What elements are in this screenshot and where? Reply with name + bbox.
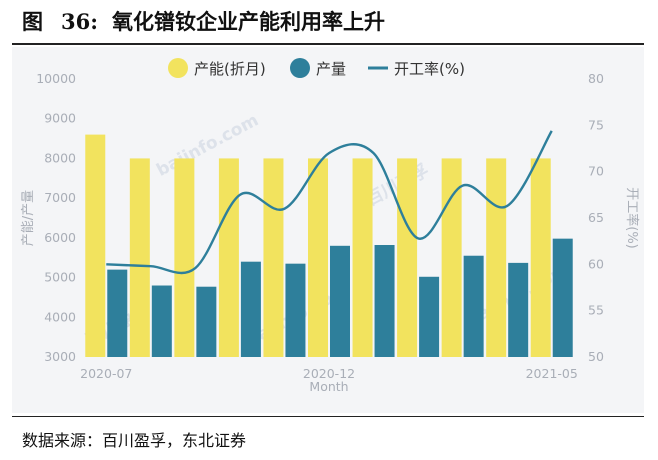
bar-capacity xyxy=(397,158,418,357)
bar-production xyxy=(508,262,529,357)
y-left-tick-label: 5000 xyxy=(44,270,76,285)
y-left-tick-label: 6000 xyxy=(44,230,76,245)
bar-capacity xyxy=(85,134,106,357)
y-left-tick-label: 8000 xyxy=(44,150,76,165)
bar-capacity xyxy=(308,158,328,357)
y-left-axis-title: 产能/产量 xyxy=(21,190,36,246)
bar-production xyxy=(552,238,573,357)
legend-swatch-capacity xyxy=(168,58,188,78)
y-right-tick-label: 70 xyxy=(588,164,604,179)
line-utilization xyxy=(106,130,553,275)
x-axis-title: Month xyxy=(309,379,348,394)
bar-capacity xyxy=(218,158,239,357)
y-right-tick-label: 55 xyxy=(588,303,604,318)
y-right-tick-label: 60 xyxy=(588,256,604,271)
figure-title-text: 氧化镨钕企业产能利用率上升 xyxy=(111,9,385,34)
y-left-tick-label: 10000 xyxy=(36,71,76,86)
title-rule xyxy=(12,43,644,45)
chart: baiinfo.com百川盈孚baiinfo.combaiinfo.com百川盈… xyxy=(12,47,644,413)
y-right-tick-label: 75 xyxy=(588,117,604,132)
bar-production xyxy=(240,261,261,357)
bar-capacity xyxy=(530,158,551,357)
bar-production xyxy=(196,286,217,357)
bar-capacity xyxy=(174,158,195,357)
bar-capacity xyxy=(486,158,507,357)
legend-label-utilization: 开工率(%) xyxy=(394,60,465,78)
legend-label-production: 产量 xyxy=(316,60,346,78)
y-left-tick-label: 7000 xyxy=(44,190,76,205)
bar-capacity xyxy=(441,158,462,357)
y-right-axis-title: 开工率(%) xyxy=(624,187,640,249)
y-left-tick-label: 4000 xyxy=(44,309,76,324)
figure-title: 图 36: 氧化镨钕企业产能利用率上升 xyxy=(22,6,385,36)
bar-production xyxy=(463,255,484,357)
source-rule xyxy=(12,416,644,417)
figure-label: 图 xyxy=(22,9,43,34)
y-left-tick-label: 3000 xyxy=(44,349,76,364)
bar-production xyxy=(285,263,306,357)
bar-production xyxy=(419,276,440,357)
bar-production xyxy=(374,245,395,357)
y-right-tick-label: 80 xyxy=(588,71,604,86)
y-right-tick-label: 50 xyxy=(588,349,604,364)
bar-capacity xyxy=(352,158,373,357)
figure-number: 36: xyxy=(61,9,98,34)
bar-production xyxy=(107,269,128,357)
legend-swatch-production xyxy=(290,58,310,78)
legend-label-capacity: 产能(折月) xyxy=(194,60,266,78)
x-tick-label: 2021-05 xyxy=(526,366,578,381)
bar-production xyxy=(330,245,350,357)
x-tick-label: 2020-07 xyxy=(80,366,132,381)
y-left-tick-label: 9000 xyxy=(44,111,76,126)
source-note: 数据来源：百川盈孚，东北证券 xyxy=(22,431,247,450)
bar-production xyxy=(151,285,172,357)
y-right-tick-label: 65 xyxy=(588,210,604,225)
bar-capacity xyxy=(263,158,284,357)
x-tick-label: 2020-12 xyxy=(303,366,355,381)
bar-capacity xyxy=(129,158,150,357)
